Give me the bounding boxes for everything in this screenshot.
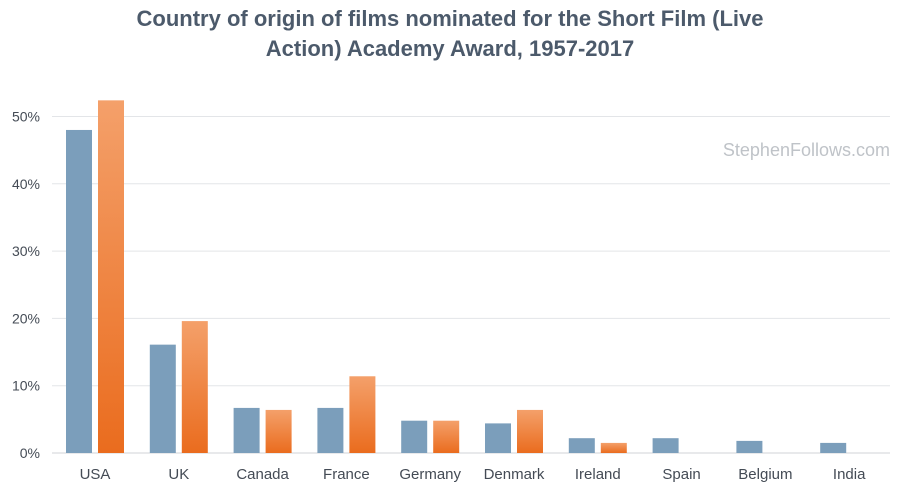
y-axis-ticks: 0% 10% 20% 30% 40% 50% [12,109,40,462]
y-tick-label: 0% [20,445,40,461]
bar-spain-series-1 [652,438,679,453]
bar-uk-series-2 [181,321,208,453]
x-tick-label: India [833,466,866,483]
x-tick-label: Denmark [484,466,545,483]
bar-germany-series-2 [433,420,460,453]
x-tick-label: Spain [662,466,700,483]
x-tick-label: Canada [236,466,289,483]
bar-france-series-2 [349,376,376,453]
y-tick-label: 20% [12,310,40,326]
x-tick-label: USA [80,466,111,483]
y-tick-label: 10% [12,378,40,394]
bar-uk-series-1 [149,344,176,453]
chart-title: Country of origin of films nominated for… [136,6,764,61]
x-tick-label: Germany [399,466,461,483]
bar-germany-series-1 [401,420,428,453]
bar-france-series-1 [317,407,344,453]
bar-belgium-series-1 [736,440,763,453]
x-axis-labels: USA UK Canada France Germany Denmark Ireland Sp… [80,466,867,483]
x-tick-label: Ireland [575,466,621,483]
bar-denmark-series-1 [485,423,511,453]
bar-usa-series-1 [66,129,92,453]
y-tick-label: 30% [12,243,40,259]
y-tick-label: 50% [12,109,40,125]
bar-canada-series-2 [265,409,292,453]
bars [66,100,847,454]
x-tick-label: France [323,466,370,483]
y-tick-label: 40% [12,176,40,192]
bar-denmark-series-2 [517,409,543,453]
x-tick-label: UK [168,466,189,483]
bar-ireland-series-1 [568,438,595,453]
x-tick-label: Belgium [738,466,792,483]
bar-usa-series-2 [98,100,124,454]
gridlines [52,116,890,454]
watermark: StephenFollows.com [722,140,890,160]
bar-india-series-1 [820,442,847,453]
bar-ireland-series-2 [600,442,627,453]
bar-canada-series-1 [233,407,260,453]
